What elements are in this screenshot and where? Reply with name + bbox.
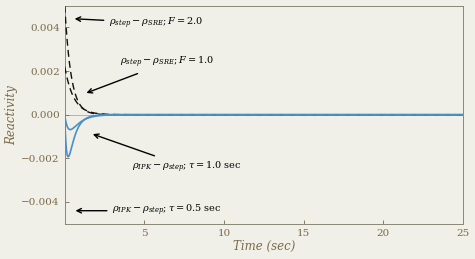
Text: $\rho_{step} - \rho_{SRE}; F = 1.0$: $\rho_{step} - \rho_{SRE}; F = 1.0$: [88, 55, 214, 93]
Text: $\rho_{IPK} - \rho_{step}; \tau = 1.0$ sec: $\rho_{IPK} - \rho_{step}; \tau = 1.0$ s…: [94, 134, 241, 175]
Text: $\rho_{IPK} - \rho_{step}; \tau = 0.5$ sec: $\rho_{IPK} - \rho_{step}; \tau = 0.5$ s…: [77, 203, 222, 218]
Y-axis label: Reactivity: Reactivity: [6, 85, 19, 145]
Text: $\rho_{step} - \rho_{SRE}; F = 2.0$: $\rho_{step} - \rho_{SRE}; F = 2.0$: [76, 16, 203, 31]
X-axis label: Time (sec): Time (sec): [233, 240, 295, 254]
